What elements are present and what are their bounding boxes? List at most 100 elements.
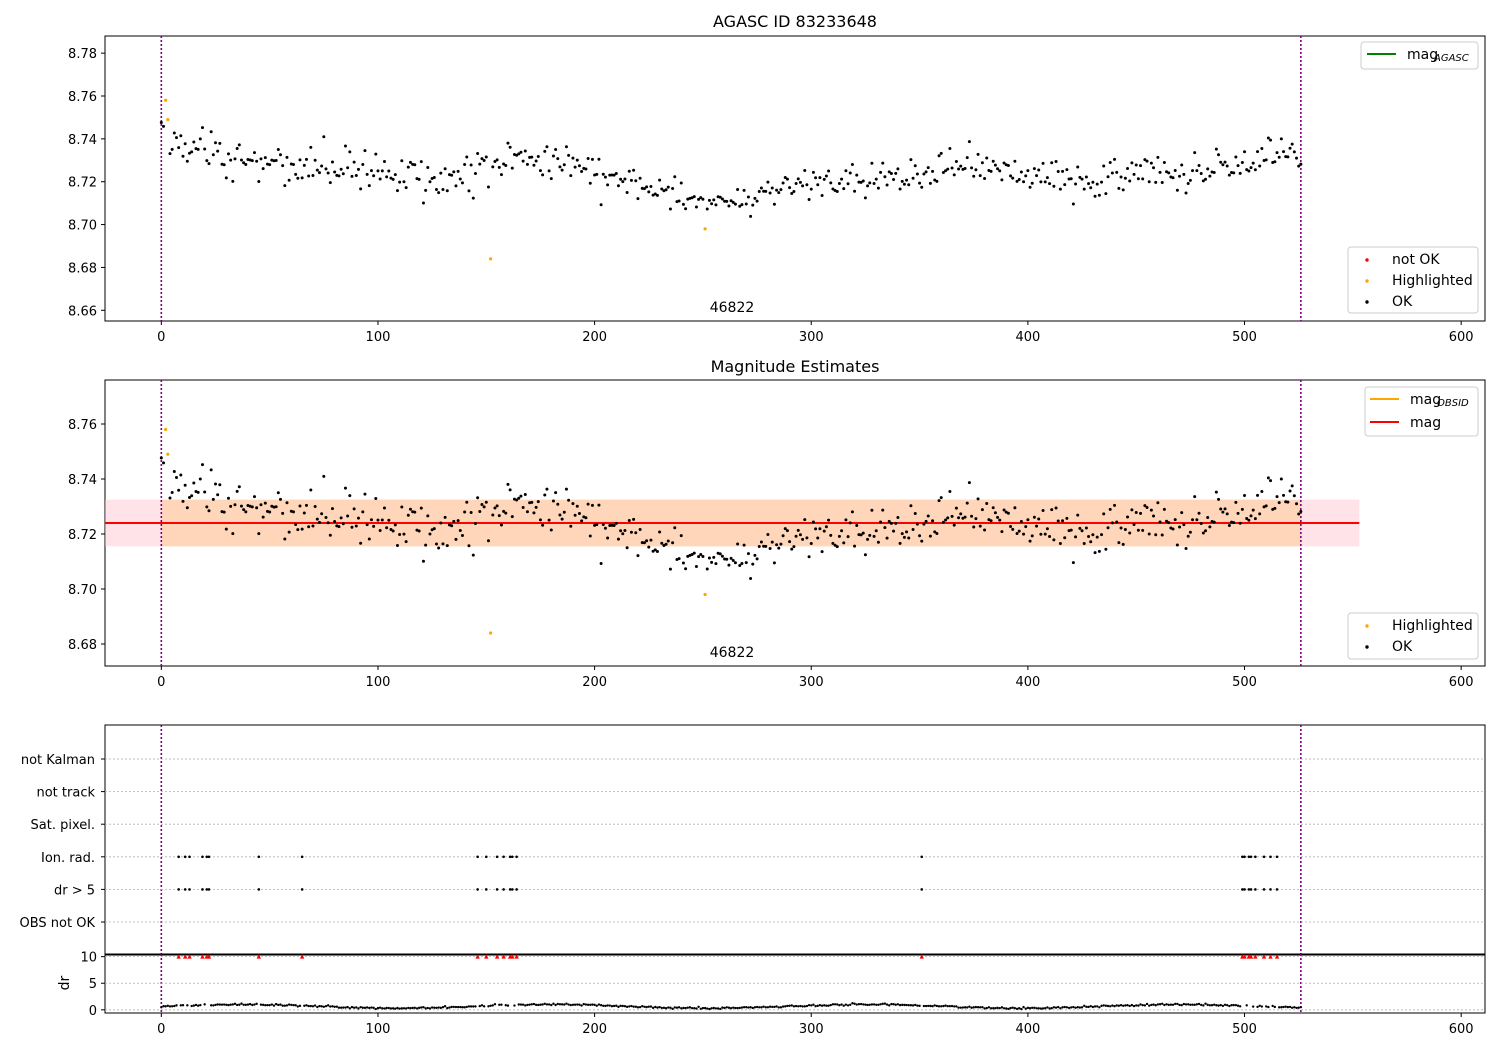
dr-point xyxy=(628,1005,631,1008)
ok-point xyxy=(1184,546,1188,550)
x-tick-label: 100 xyxy=(366,330,391,345)
dr-point xyxy=(1007,1007,1010,1011)
ok-point xyxy=(926,514,930,518)
dr-point xyxy=(632,1005,635,1008)
ok-point xyxy=(530,155,534,159)
dr-point xyxy=(539,1003,542,1006)
ok-point xyxy=(729,556,733,560)
ok-point xyxy=(1199,522,1203,526)
ok-point xyxy=(551,499,555,503)
dr-point xyxy=(1128,1004,1131,1008)
ok-point xyxy=(465,500,469,504)
dr-point xyxy=(814,1005,817,1008)
ok-point xyxy=(1093,194,1097,198)
ok-point xyxy=(666,185,670,189)
ok-point xyxy=(1084,526,1088,530)
ok-point xyxy=(753,553,757,557)
ok-point xyxy=(1095,182,1099,186)
ok-point xyxy=(1165,519,1169,523)
dr-point xyxy=(363,1006,367,1010)
dr-point xyxy=(1267,1005,1270,1009)
ok-point xyxy=(970,166,974,170)
ok-point xyxy=(1167,171,1171,175)
ok-point xyxy=(1100,533,1104,537)
ok-point xyxy=(291,510,295,514)
dr-point xyxy=(279,1003,282,1006)
ok-point xyxy=(352,160,356,164)
dr-clipped-marker xyxy=(510,954,515,959)
dr-point xyxy=(1044,1006,1047,1010)
ok-point xyxy=(1180,163,1184,167)
ok-point xyxy=(673,526,677,530)
ok-point xyxy=(918,534,922,538)
dr-point xyxy=(255,1002,258,1006)
ok-point xyxy=(863,196,867,200)
ok-point xyxy=(439,521,443,525)
dr-point xyxy=(225,1003,228,1007)
y-tick-label: 8.76 xyxy=(68,90,97,105)
ok-point xyxy=(727,204,731,208)
ok-point xyxy=(231,179,235,183)
ok-point xyxy=(1197,511,1201,515)
ok-point xyxy=(1110,171,1114,175)
dr-point xyxy=(771,1005,774,1009)
ok-point xyxy=(369,518,373,522)
agasc-legend-bottom: not OK Highlighted OK xyxy=(1347,246,1479,314)
ok-point xyxy=(1212,170,1216,174)
flag-point xyxy=(1243,888,1246,891)
ok-point xyxy=(562,510,566,514)
ok-point xyxy=(504,163,508,167)
ok-point xyxy=(404,540,408,544)
ok-point xyxy=(437,546,441,550)
ok-point xyxy=(469,511,473,515)
ok-point xyxy=(1158,520,1162,524)
ok-point xyxy=(1214,490,1218,494)
dr-point xyxy=(992,1007,995,1010)
mag-estimates-title: Magnitude Estimates xyxy=(711,357,880,376)
ok-point xyxy=(898,187,902,191)
ok-point xyxy=(720,197,724,201)
ok-point xyxy=(242,508,246,512)
flag-point xyxy=(1269,888,1272,891)
ok-point xyxy=(725,199,729,203)
y-tick-label: 8.72 xyxy=(68,176,97,191)
dr-point xyxy=(768,1005,772,1008)
dr-point xyxy=(907,1004,910,1007)
ok-point xyxy=(861,531,865,535)
dr-point xyxy=(797,1005,800,1008)
ok-point xyxy=(928,181,932,185)
ok-point xyxy=(1128,179,1132,183)
ok-point xyxy=(1061,169,1065,173)
ok-point xyxy=(1201,179,1205,183)
ok-point xyxy=(1087,182,1091,186)
ok-point xyxy=(926,166,930,170)
ok-point xyxy=(805,536,809,540)
ok-point xyxy=(551,154,555,158)
ok-point xyxy=(920,185,924,189)
ok-point xyxy=(623,529,627,533)
ok-point xyxy=(1295,156,1299,160)
dr-point xyxy=(1063,1005,1066,1009)
dr-point xyxy=(1245,1004,1248,1007)
flag-point xyxy=(183,855,187,859)
ok-point xyxy=(276,148,280,152)
ok-point xyxy=(356,167,360,171)
ok-point xyxy=(788,540,792,544)
ok-point xyxy=(725,557,729,561)
dr-point xyxy=(1238,1005,1242,1008)
ok-point xyxy=(983,177,987,181)
dr-point xyxy=(1054,1006,1058,1009)
ok-point xyxy=(829,533,833,537)
dr-clipped-marker xyxy=(501,954,506,959)
ok-point xyxy=(753,196,757,200)
ok-point xyxy=(460,181,464,185)
ok-point xyxy=(1123,176,1127,180)
ok-point xyxy=(911,176,915,180)
dr-point xyxy=(1154,1004,1157,1007)
dr-point xyxy=(818,1004,822,1007)
ok-point xyxy=(866,184,870,188)
dr-point xyxy=(552,1002,555,1005)
ok-point xyxy=(437,191,441,195)
dr-point xyxy=(316,1005,319,1009)
